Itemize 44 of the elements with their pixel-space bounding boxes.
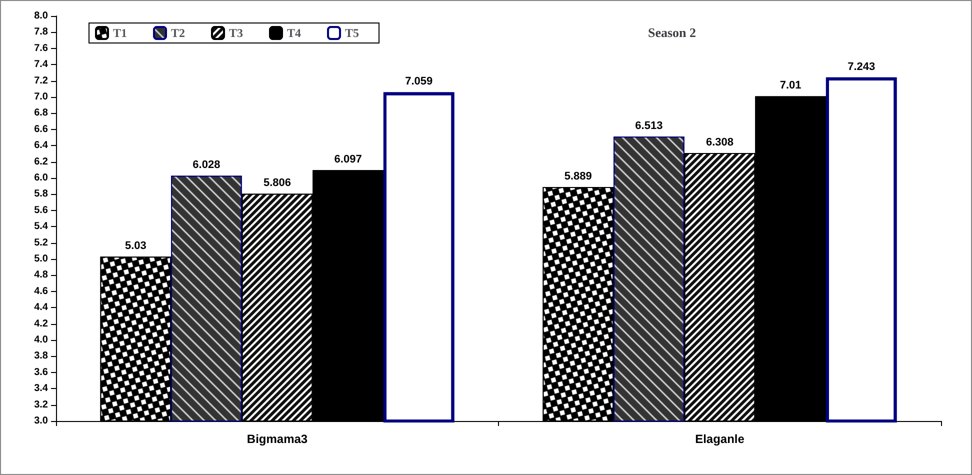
- y-tick-label: 3.4: [34, 383, 48, 394]
- legend-label: T5: [345, 26, 360, 40]
- legend-label: T3: [229, 26, 244, 40]
- x-tick-label: Bigmama3: [246, 432, 308, 446]
- y-tick-label: 4.0: [34, 334, 48, 346]
- legend-label: T1: [113, 26, 128, 40]
- y-tick-label: 4.2: [34, 318, 48, 330]
- data-label: 6.097: [334, 154, 362, 166]
- y-tick-label: 7.0: [34, 92, 48, 102]
- y-tick-label: 4.4: [34, 302, 48, 314]
- y-tick-label: 8.0: [34, 10, 48, 22]
- y-tick-label: 5.0: [34, 254, 48, 264]
- y-tick-label: 6.0: [34, 172, 48, 184]
- y-tick-label: 5.8: [34, 188, 48, 200]
- y-tick-label: 4.6: [34, 286, 48, 297]
- legend-label: T4: [287, 26, 302, 40]
- y-tick-label: 6.8: [34, 108, 48, 119]
- y-tick-label: 3.8: [34, 350, 48, 362]
- y-tick-label: 5.6: [34, 204, 48, 216]
- data-label: 7.059: [405, 76, 433, 88]
- y-tick-label: 6.6: [34, 124, 48, 135]
- y-tick-label: 6.4: [34, 140, 48, 152]
- data-label: 6.513: [635, 120, 663, 132]
- data-label: 7.01: [780, 80, 802, 92]
- y-tick-label: 7.2: [34, 75, 48, 86]
- y-tick-label: 7.4: [34, 59, 48, 70]
- y-tick-label: 5.4: [34, 221, 48, 232]
- y-tick-label: 6.2: [34, 156, 48, 168]
- y-tick-label: 3.0: [34, 416, 48, 426]
- x-tick-label: Elaganle: [695, 432, 745, 446]
- text: Season 2: [648, 25, 696, 40]
- legend-label: T2: [171, 26, 186, 40]
- data-label: 5.889: [564, 170, 592, 182]
- y-tick-label: 3.6: [34, 366, 48, 378]
- y-tick-label: 7.8: [34, 26, 48, 38]
- data-label: 6.308: [706, 136, 734, 149]
- data-label: 5.03: [124, 240, 146, 252]
- data-label: 7.243: [848, 60, 876, 73]
- y-tick-label: 7.6: [34, 42, 48, 54]
- y-tick-label: 5.2: [34, 237, 48, 248]
- data-label: 5.806: [263, 177, 292, 190]
- data-label: 6.028: [192, 159, 220, 172]
- y-tick-label: 4.8: [34, 270, 48, 281]
- y-tick-label: 3.2: [34, 399, 48, 410]
